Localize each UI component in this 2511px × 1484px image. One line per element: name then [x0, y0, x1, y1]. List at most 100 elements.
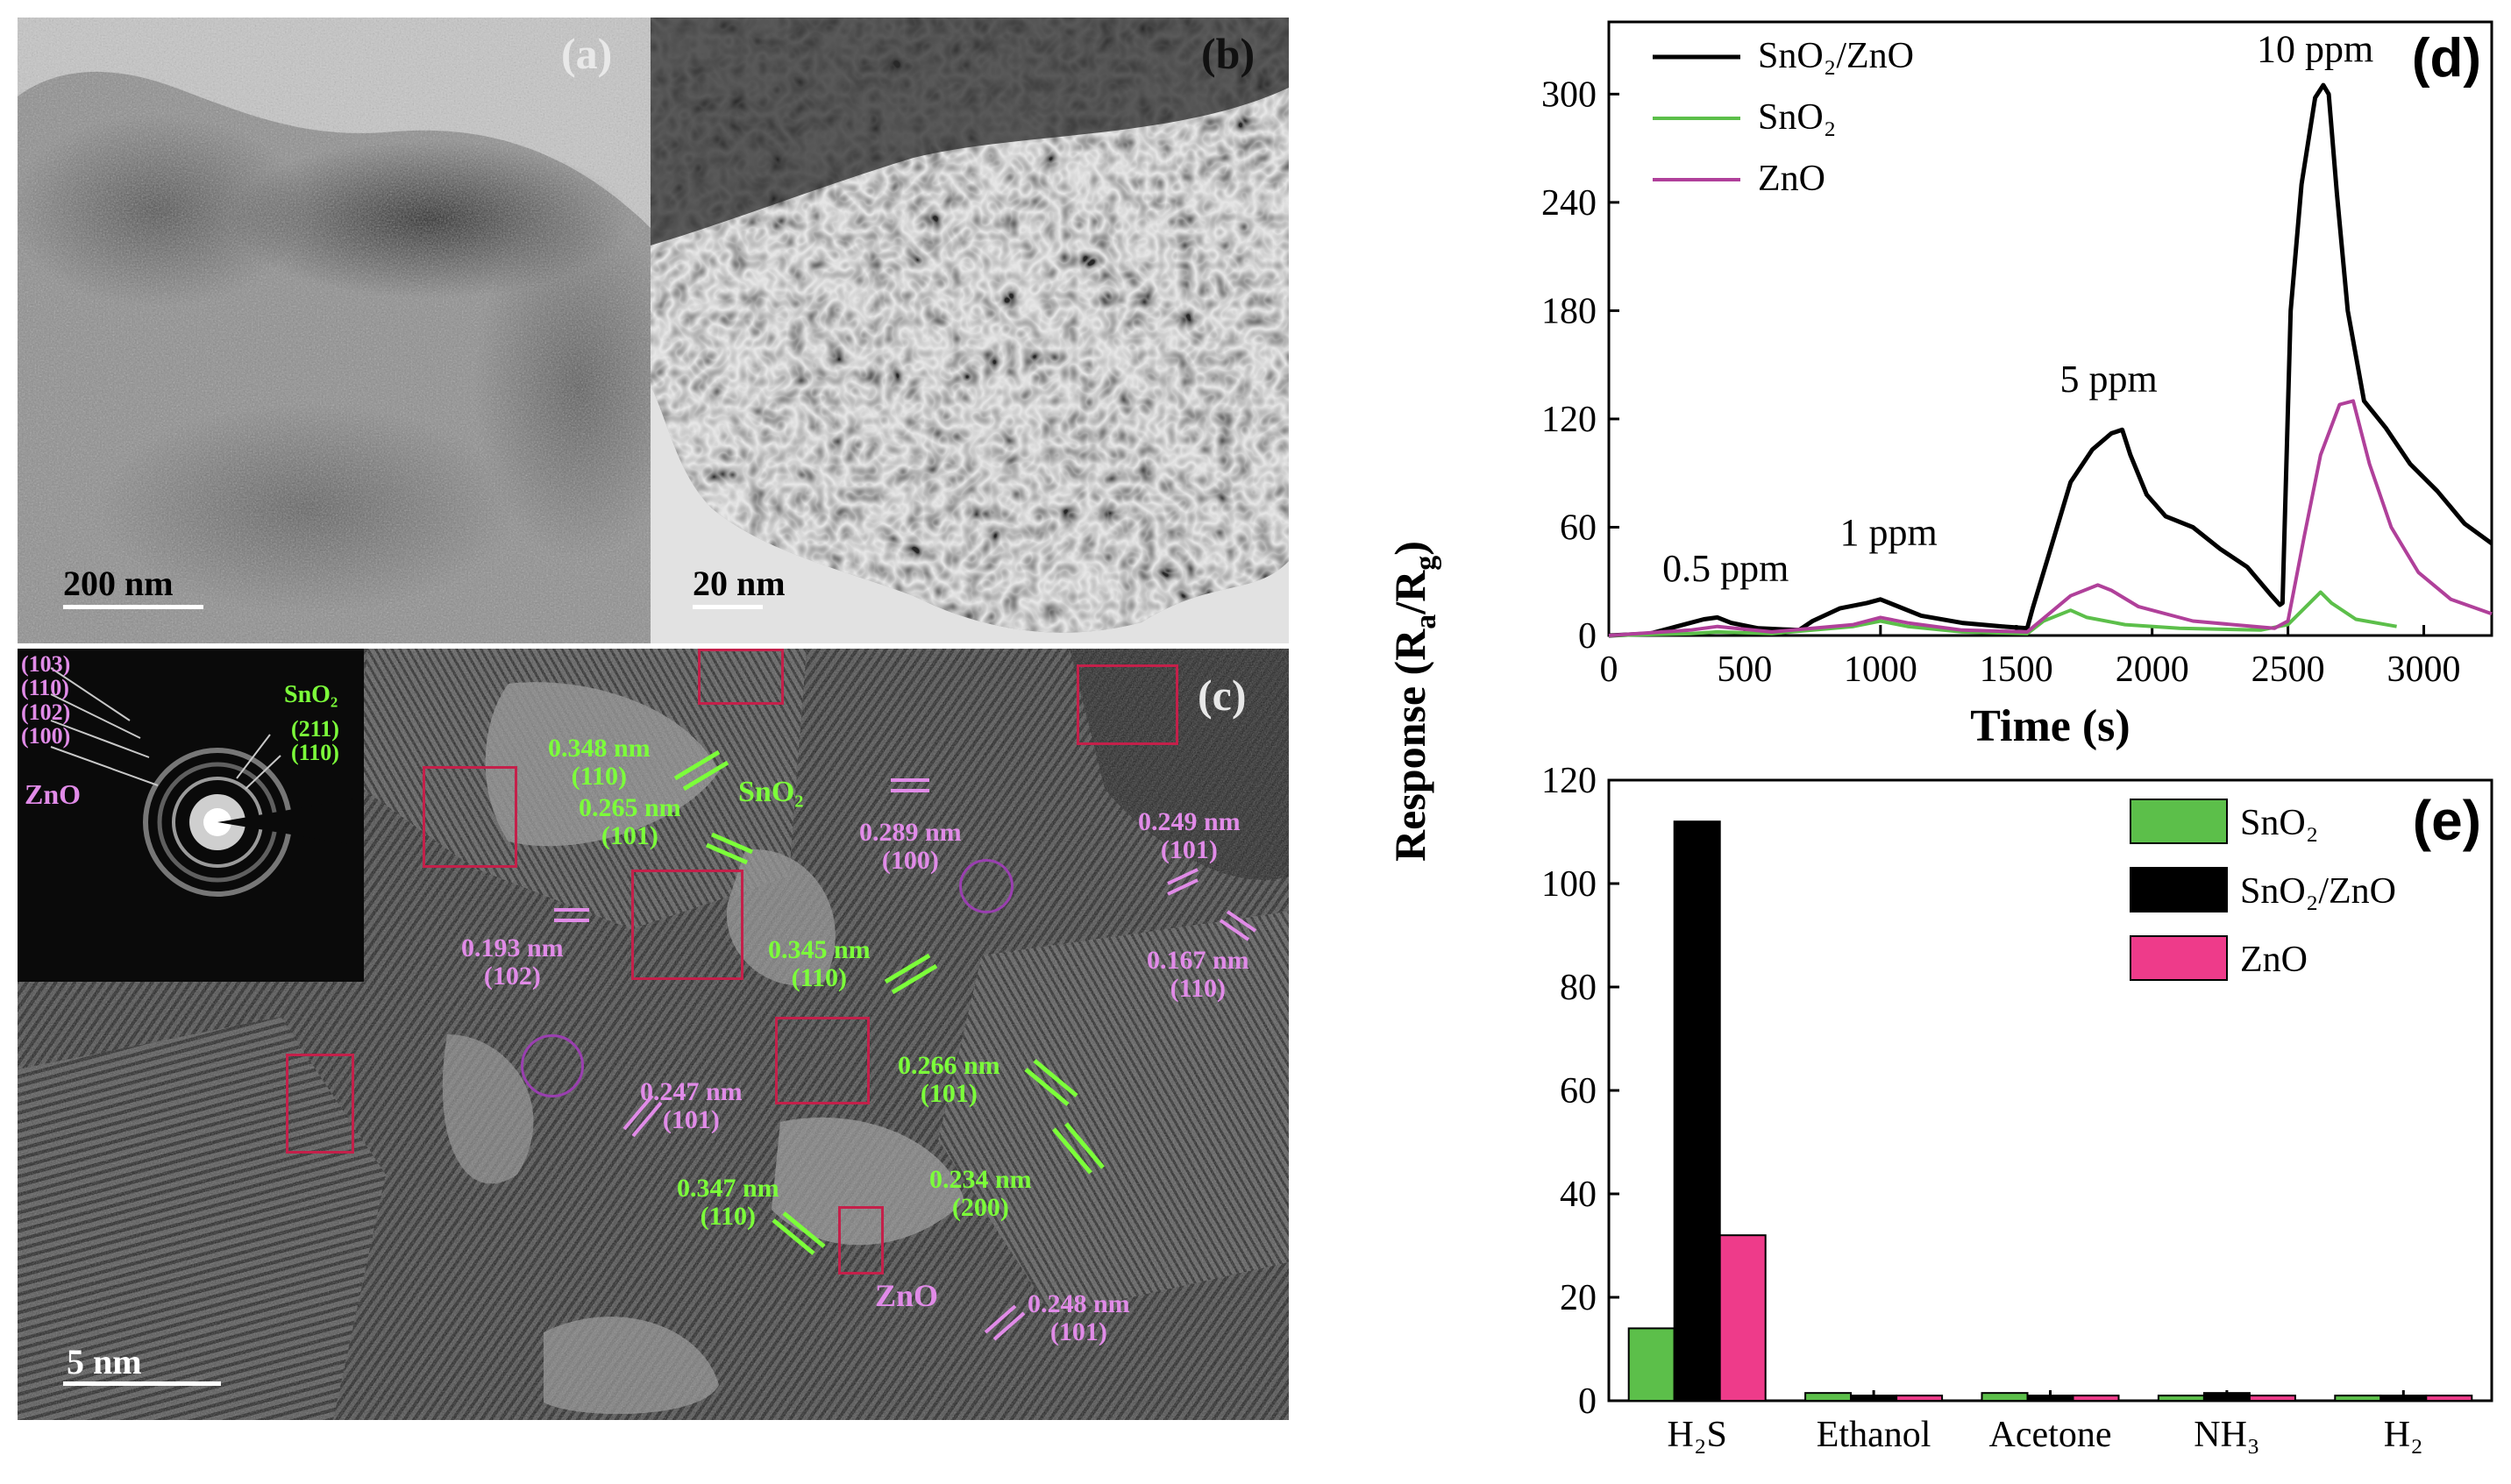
lattice-label-sno2: 0.347 nm (110): [677, 1175, 779, 1230]
panel-label-d: (d): [2412, 28, 2481, 89]
legend-label-d: ZnO: [1758, 159, 1825, 199]
sno2-tag: SnO₂: [738, 776, 804, 808]
y-tick-label-d: 300: [1541, 75, 1597, 115]
fft-plane-102: (102): [21, 699, 71, 725]
fft-inset: (103) (110) (102) (100) ZnO SnO₂ (211) (…: [18, 649, 364, 982]
lattice-label-sno2: 0.265 nm (101): [579, 794, 681, 849]
scale-bar-a: [63, 605, 203, 609]
bar-SnO₂/ZnO: [2026, 1395, 2074, 1402]
x-tick-label-d: 3000: [2387, 650, 2461, 690]
y-tick-label-e: 80: [1560, 968, 1597, 1008]
x-tick-label-e: H₂S: [1668, 1415, 1727, 1455]
d-spacing: 0.265 nm: [579, 793, 681, 822]
y-tick-label-e: 100: [1541, 864, 1597, 905]
y-tick-label-d: 240: [1541, 183, 1597, 224]
x-tick-label-e: Ethanol: [1817, 1415, 1931, 1455]
bar-ZnO: [2425, 1395, 2473, 1402]
panel-label-e: (e): [2413, 789, 2481, 852]
hkl: (110): [1170, 973, 1226, 1003]
d-spacing: 0.249 nm: [1138, 807, 1241, 836]
bar-SnO₂: [1981, 1392, 2029, 1402]
x-tick-label-d: 500: [1717, 650, 1772, 690]
panel-label-c: (c): [1198, 671, 1247, 720]
bar-SnO₂/ZnO: [1673, 820, 1721, 1402]
tem-image-a: [18, 18, 651, 643]
bar-SnO₂: [2334, 1395, 2382, 1402]
bar-SnO₂/ZnO: [2202, 1392, 2251, 1402]
roi-box: [838, 1206, 884, 1275]
scale-bar-c: [63, 1381, 221, 1386]
hkl: (101): [601, 820, 658, 850]
y-tick-label-e: 120: [1541, 761, 1597, 801]
scale-label-c: 5 nm: [67, 1342, 142, 1381]
bar-SnO₂/ZnO: [2379, 1395, 2428, 1402]
roi-box: [286, 1054, 354, 1154]
concentration-annotation: 5 ppm: [2059, 358, 2157, 401]
hkl: (101): [1049, 1317, 1107, 1346]
fft-plane-100: (100): [21, 722, 71, 749]
fft-zno-label: ZnO: [25, 778, 82, 810]
series-line-SnO₂/ZnO: [1608, 82, 2493, 638]
x-tick-label-e: H₂: [2384, 1415, 2423, 1455]
lattice-label-zno: 0.247 nm (101): [640, 1078, 743, 1133]
series-line-SnO₂: [1608, 590, 2397, 637]
y-tick-label-e: 60: [1560, 1071, 1597, 1111]
bar-ZnO: [2248, 1395, 2296, 1402]
x-tick-label-d: 0: [1600, 650, 1618, 690]
legend-label-e: ZnO: [2240, 940, 2308, 980]
legend-swatch-e: [2130, 799, 2228, 844]
legend-swatch-e: [2130, 935, 2228, 981]
scale-bar-b: [693, 605, 763, 609]
scale-label-b: 20 nm: [693, 564, 786, 603]
legend-label-d: SnO₂/ZnO: [1758, 36, 1914, 76]
lattice-label-zno: 0.167 nm (110): [1147, 947, 1249, 1002]
legend-label-e: SnO₂/ZnO: [2240, 871, 2396, 912]
lattice-label-sno2: 0.345 nm (110): [768, 936, 871, 991]
d-spacing: 0.167 nm: [1147, 946, 1249, 975]
bar-SnO₂: [2157, 1395, 2205, 1402]
panel-label-b: (b): [1201, 29, 1256, 78]
hkl: (110): [571, 761, 627, 791]
fft-zno-planes: (103) (110) (102) (100): [21, 652, 70, 748]
concentration-annotation: 10 ppm: [2257, 27, 2373, 70]
lattice-label-sno2: 0.348 nm (110): [548, 735, 651, 790]
roi-box: [1077, 664, 1178, 745]
roi-box: [423, 766, 517, 868]
d-spacing: 0.348 nm: [548, 734, 651, 763]
x-tick-label-d: 2500: [2251, 650, 2325, 690]
lattice-label-zno: 0.248 nm (101): [1028, 1290, 1130, 1346]
hrtem-panel-c: (103) (110) (102) (100) ZnO SnO₂ (211) (…: [18, 649, 1289, 1420]
bar-SnO₂/ZnO: [1850, 1395, 1898, 1402]
tem-image-b: [651, 18, 1289, 643]
y-tick-label-d: 0: [1578, 616, 1597, 657]
hkl: (102): [483, 961, 541, 991]
tem-panel-a: (a) 200 nm: [18, 18, 651, 643]
concentration-annotation: 0.5 ppm: [1662, 547, 1789, 590]
hkl: (101): [920, 1078, 978, 1108]
hkl: (200): [951, 1192, 1009, 1222]
y-tick-label-d: 120: [1541, 400, 1597, 440]
x-tick-label-e: NH₃: [2194, 1415, 2259, 1455]
d-spacing: 0.247 nm: [640, 1077, 743, 1106]
bar-ZnO: [1896, 1395, 1944, 1402]
diffraction-pattern: [50, 667, 359, 897]
legend-swatch-e: [2130, 867, 2228, 912]
d-spacing: 0.345 nm: [768, 935, 871, 964]
hkl: (100): [881, 845, 939, 875]
panel-label-a: (a): [561, 29, 613, 78]
fft-plane-110: (110): [21, 675, 69, 701]
legend-label-e: SnO₂: [2240, 803, 2318, 843]
hkl: (101): [1160, 834, 1218, 864]
tem-panel-b: (b) 20 nm: [651, 18, 1289, 643]
series-line-ZnO: [1608, 399, 2493, 637]
bar-ZnO: [2072, 1395, 2120, 1402]
lattice-label-zno: 0.289 nm (100): [859, 819, 962, 874]
y-tick-label-e: 0: [1578, 1381, 1597, 1422]
fft-plane-103: (103): [21, 651, 71, 677]
d-spacing: 0.234 nm: [929, 1165, 1032, 1194]
hkl: (110): [791, 962, 847, 992]
roi-box: [698, 649, 784, 705]
d-spacing: 0.347 nm: [677, 1174, 779, 1203]
d-spacing: 0.266 nm: [898, 1051, 1000, 1080]
y-tick-label-d: 60: [1560, 508, 1597, 548]
